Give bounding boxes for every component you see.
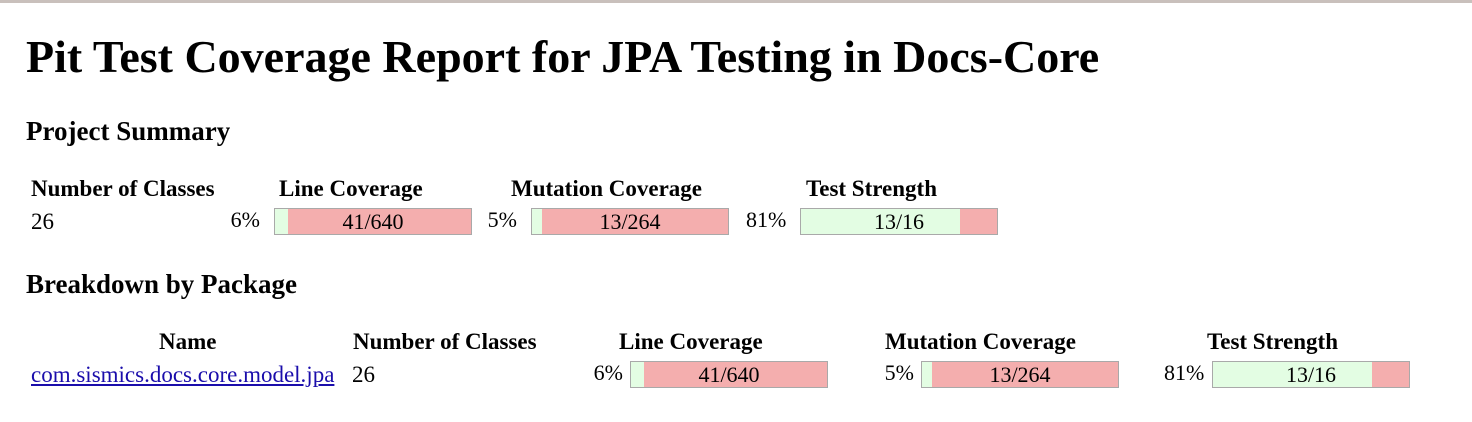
package-link[interactable]: com.sismics.docs.core.model.jpa	[31, 362, 335, 387]
package-line-bar: 41/640	[630, 361, 828, 388]
summary-line-percent: 6%	[230, 207, 260, 232]
summary-mutation-ratio: 13/264	[599, 209, 661, 234]
summary-strength-bar: 13/16	[800, 208, 998, 235]
page-title: Pit Test Coverage Report for JPA Testing…	[26, 31, 1100, 82]
summary-header-line: Line Coverage	[279, 176, 423, 201]
summary-strength-ratio: 13/16	[873, 209, 925, 234]
summary-line-ratio: 41/640	[342, 209, 404, 234]
breakdown-header-name: Name	[159, 329, 217, 354]
project-summary-heading: Project Summary	[26, 116, 231, 146]
summary-line-bar-fill	[275, 209, 288, 234]
breakdown-header-mutation: Mutation Coverage	[885, 329, 1076, 354]
summary-header-strength: Test Strength	[806, 176, 937, 201]
package-strength-ratio: 13/16	[1285, 362, 1337, 387]
package-mutation-bar-fill	[922, 362, 932, 387]
summary-strength-bar-fill	[801, 209, 961, 234]
summary-mutation-bar-fill	[532, 209, 542, 234]
package-mutation-percent: 5%	[884, 360, 914, 385]
package-mutation-ratio: 13/264	[989, 362, 1051, 387]
package-strength-percent: 81%	[1164, 360, 1205, 385]
summary-mutation-percent: 5%	[487, 207, 517, 232]
summary-header-classes: Number of Classes	[31, 176, 215, 201]
package-line-bar-fill	[631, 362, 644, 387]
package-strength-bar-fill	[1213, 362, 1373, 387]
package-line-ratio: 41/640	[698, 362, 760, 387]
breakdown-header-strength: Test Strength	[1207, 329, 1338, 354]
breakdown-header-classes: Number of Classes	[353, 329, 537, 354]
package-strength-bar: 13/16	[1212, 361, 1410, 388]
summary-header-mutation: Mutation Coverage	[511, 176, 702, 201]
breakdown-header-line: Line Coverage	[619, 329, 763, 354]
breakdown-heading: Breakdown by Package	[26, 269, 298, 299]
package-mutation-bar: 13/264	[921, 361, 1119, 388]
summary-line-bar: 41/640	[274, 208, 472, 235]
summary-classes-value: 26	[31, 209, 54, 234]
summary-strength-percent: 81%	[746, 207, 787, 232]
summary-mutation-bar: 13/264	[531, 208, 729, 235]
package-classes-value: 26	[352, 362, 375, 387]
package-line-percent: 6%	[593, 360, 623, 385]
